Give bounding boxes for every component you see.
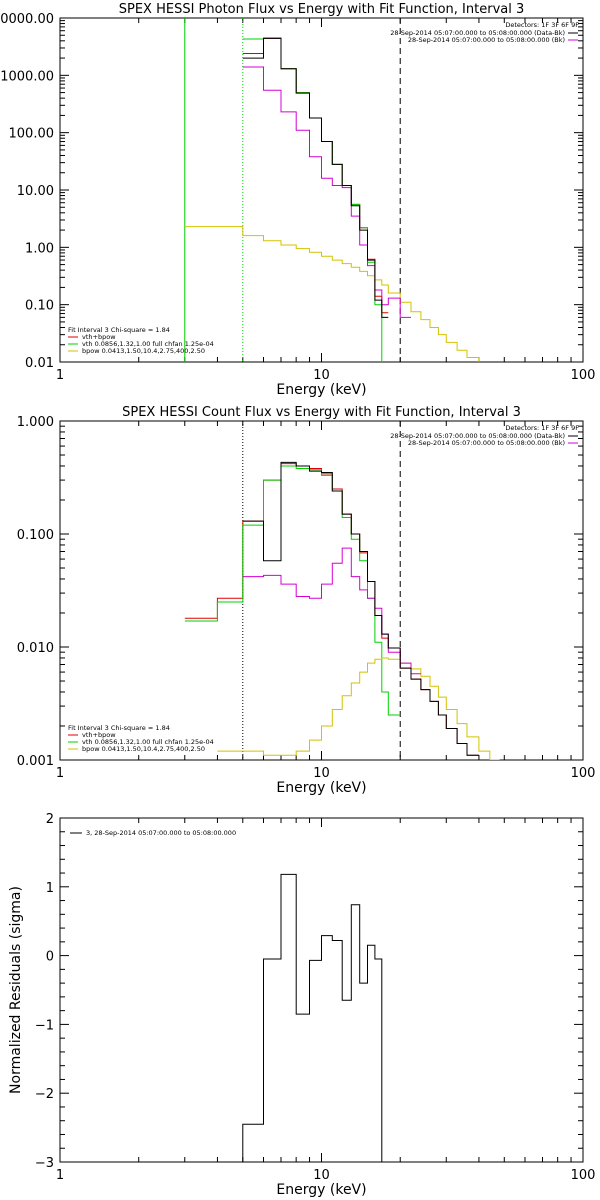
chart-3-x-tick-label: 10 <box>313 1168 330 1183</box>
chart-1-xlabel: Energy (keV) <box>276 382 366 398</box>
chart-2-legend-left-text: vth 0.0856,1.32,1.00 full chfan 1.25e-04 <box>82 738 214 746</box>
chart-2-xlabel: Energy (keV) <box>276 780 366 796</box>
chart-2-series-bk <box>242 547 421 675</box>
chart-3-y-tick-label: −3 <box>35 1156 54 1171</box>
chart-3-legend-top-text: 3, 28-Sep-2014 05:07:00.000 to 05:08:00.… <box>86 829 236 837</box>
chart-2-legend-right-text: 28-Sep-2014 05:07:00.000 to 05:08:00.000… <box>390 432 565 440</box>
chart-1-y-tick-label: 0.10 <box>25 299 54 314</box>
chart-2-series-bpow <box>217 657 500 760</box>
chart-1-series-bpow <box>184 226 480 362</box>
chart-1-y-tick-label: 0000.00 <box>0 12 54 27</box>
chart-3-y-tick-label: 1 <box>46 881 54 896</box>
chart-3-frame <box>59 817 584 1163</box>
chart-1-x-tick-label: 1 <box>56 368 64 383</box>
chart-2-series-group <box>184 461 500 760</box>
chart-2-x-tick-label: 100 <box>571 766 596 781</box>
chart-2-detectors-label: Detectors: 1F 3F 6F 9F <box>505 424 579 432</box>
chart-3-x-tick-label: 1 <box>56 1168 64 1183</box>
chart-2-y-tick-label: 0.001 <box>17 754 54 769</box>
chart-3-series-group <box>242 873 383 1162</box>
chart-1-legend-right-text: 28-Sep-2014 05:07:00.000 to 05:08:00.000… <box>408 36 565 44</box>
chart-3-ylabel: Normalized Residuals (sigma) <box>8 886 24 1094</box>
chart-1-fit-header: Fit Interval 3 Chi-square = 1.84 <box>68 326 170 334</box>
chart-1-title: SPEX HESSI Photon Flux vs Energy with Fi… <box>119 2 525 17</box>
chart-2-title: SPEX HESSI Count Flux vs Energy with Fit… <box>122 405 521 420</box>
chart-1-series-data-bk <box>242 37 389 318</box>
chart-3-y-tick-label: −1 <box>35 1018 54 1033</box>
chart-2-fit-header: Fit Interval 3 Chi-square = 1.84 <box>68 724 170 732</box>
chart-1-y-tick-label: 1000.00 <box>0 69 54 84</box>
chart-2-x-tick-label: 1 <box>56 766 64 781</box>
chart-2-legend-left-text: vth+bpow <box>82 731 116 739</box>
chart-1-series-vth <box>242 37 383 362</box>
chart-2-x-tick-label: 10 <box>313 766 330 781</box>
chart-3-series-residuals <box>242 873 383 1162</box>
chart-1-y-tick-label: 1.00 <box>25 241 54 256</box>
chart-1-legend-right-text: 28-Sep-2014 05:07:00.000 to 05:08:00.000… <box>390 29 565 37</box>
chart-2-y-tick-label: 0.010 <box>17 641 54 656</box>
chart-2-legend-right-text: 28-Sep-2014 05:07:00.000 to 05:08:00.000… <box>408 439 565 447</box>
chart-1-legend-left-text: vth+bpow <box>82 333 116 341</box>
chart-2-y-tick-label: 0.100 <box>17 528 54 543</box>
chart-1-legend-left-text: vth 0.0856,1.32,1.00 full chfan 1.25e-04 <box>82 340 214 348</box>
chart-2-y-tick-label: 1.000 <box>17 415 54 430</box>
chart-3-xlabel: Energy (keV) <box>276 1182 366 1198</box>
chart-2-legend-left-text: bpow 0.0413,1.50,10.4,2.75,400,2.50 <box>82 745 205 753</box>
chart-3-y-tick-label: 0 <box>46 950 54 965</box>
chart-1-x-tick-label: 100 <box>571 368 596 383</box>
chart-1-y-tick-label: 100.00 <box>9 127 55 142</box>
chart-1-legend-left-text: bpow 0.0413,1.50,10.4,2.75,400,2.50 <box>82 347 205 355</box>
chart-1-x-tick-label: 10 <box>313 368 330 383</box>
chart-1-detectors-label: Detectors: 1F 3F 6F 9F <box>505 21 579 29</box>
chart-1-y-tick-label: 10.00 <box>17 184 54 199</box>
chart-1-series-bk <box>242 66 411 318</box>
chart-3-y-tick-label: 2 <box>46 812 54 827</box>
chart-1-series-group <box>184 37 480 362</box>
chart-2-series-data-bk <box>242 461 479 756</box>
chart-1-frame <box>59 17 584 363</box>
chart-3-y-tick-label: −2 <box>35 1087 54 1102</box>
chart-3-x-tick-label: 100 <box>571 1168 596 1183</box>
chart-1-y-tick-label: 0.01 <box>25 356 54 371</box>
